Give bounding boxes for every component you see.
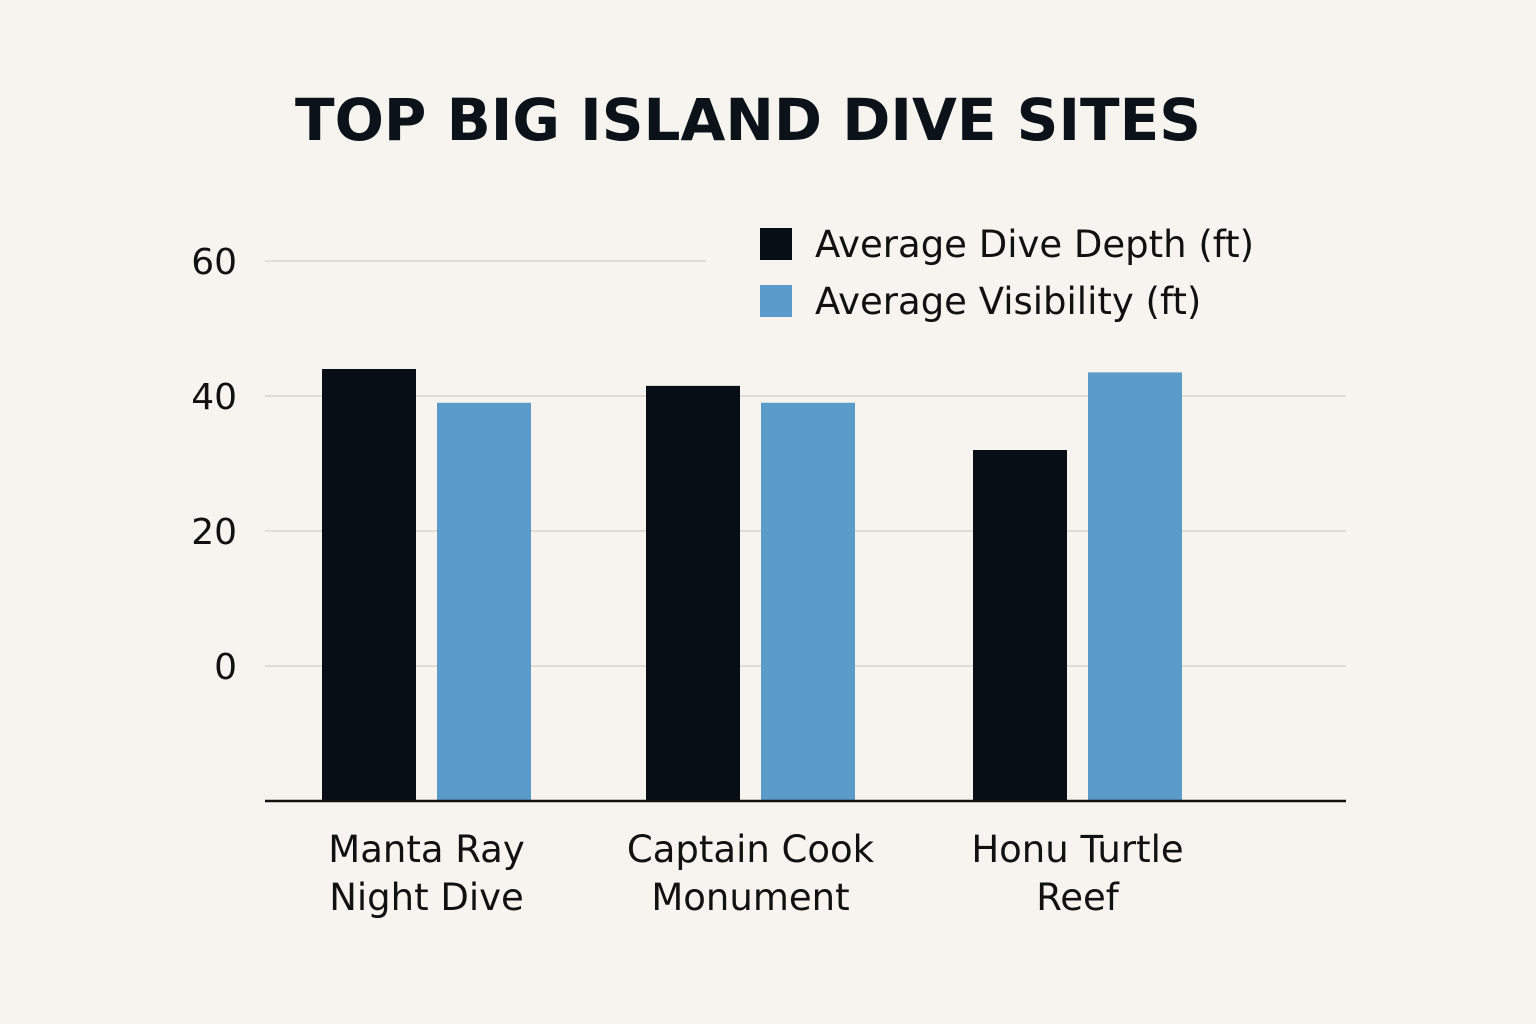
legend-label: Average Dive Depth (ft) (815, 223, 1254, 266)
y-tick-label: 60 (191, 242, 237, 283)
bar-depth-0 (322, 369, 416, 801)
legend: Average Dive Depth (ft) Average Visibilit… (760, 223, 1254, 323)
legend-swatch (760, 228, 792, 260)
y-tick-label: 20 (191, 512, 237, 553)
chart-title: TOP BIG ISLAND DIVE SITES (295, 86, 1201, 154)
x-category-label: Manta Ray Night Dive (328, 828, 524, 919)
y-axis-ticks: 0 20 40 60 (191, 242, 237, 688)
legend-swatch (760, 285, 792, 317)
x-category-label: Honu Turtle Reef (971, 828, 1183, 919)
bars (322, 369, 1182, 801)
x-category-label: Captain Cook Monument (627, 828, 875, 919)
bar-visibility-2 (1088, 372, 1182, 801)
bar-depth-1 (646, 385, 740, 801)
y-tick-label: 0 (214, 647, 237, 688)
legend-label: Average Visibility (ft) (815, 280, 1201, 323)
y-tick-label: 40 (191, 377, 237, 418)
bar-depth-2 (973, 450, 1067, 801)
bar-visibility-1 (761, 402, 855, 801)
bar-visibility-0 (437, 402, 531, 801)
x-axis-category-labels: Manta Ray Night Dive Captain Cook Monument H… (328, 828, 1183, 919)
